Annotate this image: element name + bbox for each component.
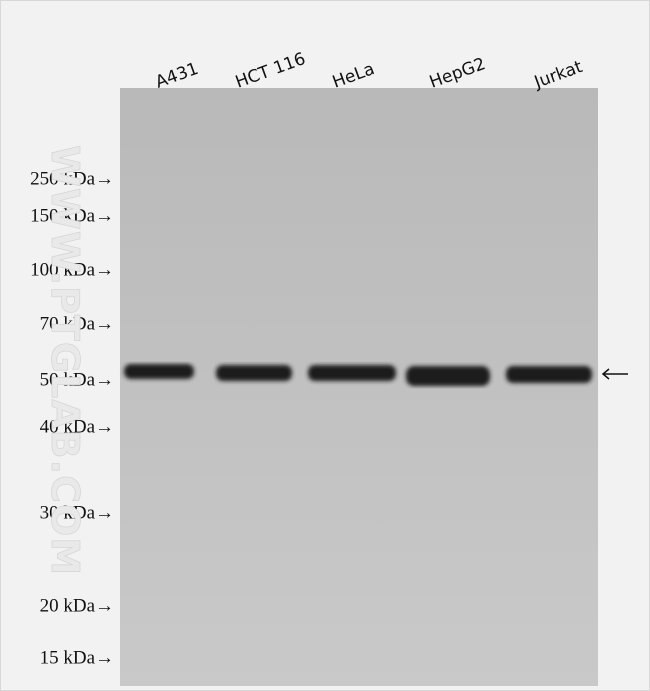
marker-labels: 250 kDa→ 150 kDa→ 100 kDa→ 70 kDa→ 50 kDa→ 40… <box>30 168 114 668</box>
marker-label: 150 kDa→ <box>30 205 114 226</box>
band <box>406 366 490 386</box>
marker-label: 50 kDa→ <box>40 369 114 390</box>
marker-label: 70 kDa→ <box>40 313 114 334</box>
marker-label: 250 kDa→ <box>30 168 114 189</box>
watermark: WWW.PTGLAB.COM <box>43 145 87 576</box>
band-arrow <box>601 368 628 380</box>
marker-label: 15 kDa→ <box>40 647 114 668</box>
marker-label: 30 kDa→ <box>40 502 114 523</box>
marker-label: 40 kDa→ <box>40 416 114 437</box>
marker-label: 100 kDa→ <box>30 259 114 280</box>
band <box>216 365 292 381</box>
band <box>506 366 592 383</box>
band <box>124 364 194 379</box>
marker-label: 20 kDa→ <box>40 595 114 616</box>
blot-membrane <box>120 88 598 686</box>
bands <box>124 364 592 386</box>
band <box>308 365 396 381</box>
